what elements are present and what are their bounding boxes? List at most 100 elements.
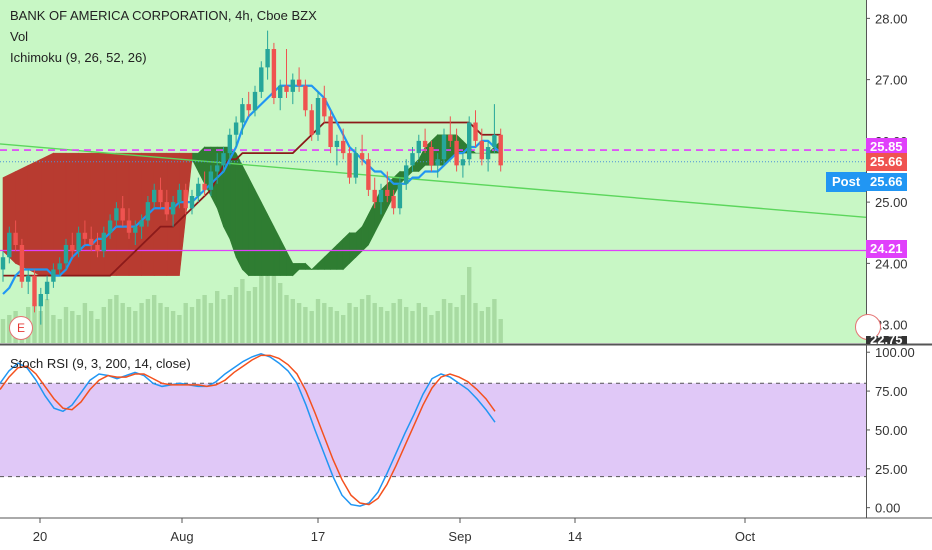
candle-bearish	[296, 79, 302, 86]
candle-bullish	[152, 189, 157, 203]
candle-bullish	[26, 275, 31, 282]
stoch-tick-label: 25.00	[875, 462, 908, 477]
candle-bullish	[221, 153, 226, 166]
volume-bar	[202, 295, 207, 343]
candle-bearish	[32, 275, 37, 307]
candle-bearish	[479, 140, 484, 160]
volume-bar	[139, 303, 144, 343]
stoch-rsi-pane[interactable]	[0, 346, 866, 517]
volume-bar	[429, 315, 434, 343]
candle-bullish	[404, 165, 409, 184]
chart-title: BANK OF AMERICA CORPORATION, 4h, Cboe BZ…	[10, 8, 317, 23]
candle-bullish	[170, 202, 176, 215]
candle-bullish	[107, 220, 113, 233]
volume-legend: Vol	[10, 29, 29, 44]
candle-bearish	[13, 232, 18, 245]
volume-bar	[233, 287, 239, 343]
time-tick-label: Sep	[448, 529, 471, 544]
volume-bar	[82, 303, 88, 343]
time-tick-label: Oct	[735, 529, 756, 544]
volume-bar	[164, 307, 169, 343]
ichimoku-cloud-bearish	[78, 152, 92, 276]
price-tick-label: 27.00	[875, 73, 908, 88]
stoch-tick-label: 0.00	[875, 501, 900, 516]
candle-bullish	[44, 281, 50, 294]
candle-bullish	[101, 232, 106, 252]
support-price-label: 24.21	[866, 240, 907, 258]
volume-bar	[454, 307, 459, 343]
candle-bullish	[278, 85, 283, 98]
volume-bar	[107, 299, 113, 343]
candle-bearish	[385, 189, 390, 196]
volume-bar	[485, 307, 491, 343]
tenkan-sen-line	[2, 84, 502, 295]
volume-bar	[278, 283, 283, 343]
volume-bar	[296, 303, 302, 343]
candle-bearish	[19, 245, 25, 282]
candle-bullish	[290, 79, 295, 92]
volume-bar	[63, 307, 69, 343]
candle-bullish	[114, 208, 119, 221]
volume-bar	[38, 311, 43, 343]
stoch-tick-label: 50.00	[875, 423, 908, 438]
price-tick-label: 23.00	[875, 318, 908, 333]
earnings-marker-icon[interactable]: E	[9, 316, 33, 340]
candle-bullish	[196, 183, 201, 196]
candle-bullish	[139, 220, 144, 227]
candle-bullish	[485, 147, 491, 160]
candle-bearish	[448, 134, 453, 141]
candle-bullish	[63, 245, 69, 264]
volume-bar	[0, 319, 6, 343]
candle-bearish	[473, 122, 478, 141]
volume-bar	[227, 295, 232, 343]
kijun-sen-line	[3, 121, 501, 277]
stoch-tick-label: 75.00	[875, 384, 908, 399]
stoch-band-fill	[0, 383, 866, 477]
price-tick-label: 25.00	[875, 195, 908, 210]
volume-bar	[120, 303, 125, 343]
candle-bearish	[372, 189, 377, 203]
volume-bar	[133, 311, 138, 343]
candle-bullish	[397, 183, 403, 209]
volume-bar	[189, 307, 195, 343]
candle-bullish	[315, 98, 321, 135]
volume-bar	[473, 303, 478, 343]
candle-bullish	[208, 171, 214, 190]
ichimoku-cloud-bullish	[260, 201, 268, 276]
candle-bullish	[76, 232, 81, 252]
volume-bar	[76, 315, 81, 343]
main-price-pane[interactable]	[0, 0, 867, 343]
volume-bar	[391, 303, 396, 343]
volume-bar	[441, 299, 447, 343]
volume-bar	[95, 319, 100, 343]
volume-bar	[328, 307, 333, 343]
volume-bar	[290, 299, 295, 343]
volume-bar	[240, 279, 245, 343]
candle-bearish	[322, 98, 327, 117]
volume-bar	[498, 319, 503, 343]
candle-bullish	[57, 263, 62, 270]
candle-bearish	[391, 196, 396, 209]
volume-bar	[32, 303, 37, 343]
time-tick-label: 17	[311, 529, 325, 544]
candle-bullish	[378, 189, 384, 203]
volume-bar	[492, 299, 497, 343]
stoch-k-line	[0, 352, 496, 507]
volume-bar	[208, 303, 214, 343]
volume-bar	[44, 299, 50, 343]
candle-bullish	[7, 232, 12, 258]
candle-bullish	[38, 294, 43, 307]
volume-bar	[57, 319, 62, 343]
time-tick-label: 14	[568, 529, 582, 544]
ichimoku-cloud-bearish	[128, 152, 142, 276]
candle-bullish	[145, 202, 151, 221]
volume-bar	[397, 299, 403, 343]
candle-bullish	[353, 153, 358, 178]
volume-bar	[448, 303, 453, 343]
price-label-upper: 25.85	[866, 138, 907, 156]
candle-bullish	[252, 91, 258, 111]
volume-bar	[416, 303, 421, 343]
volume-bar	[259, 271, 264, 343]
candle-bearish	[164, 202, 169, 215]
